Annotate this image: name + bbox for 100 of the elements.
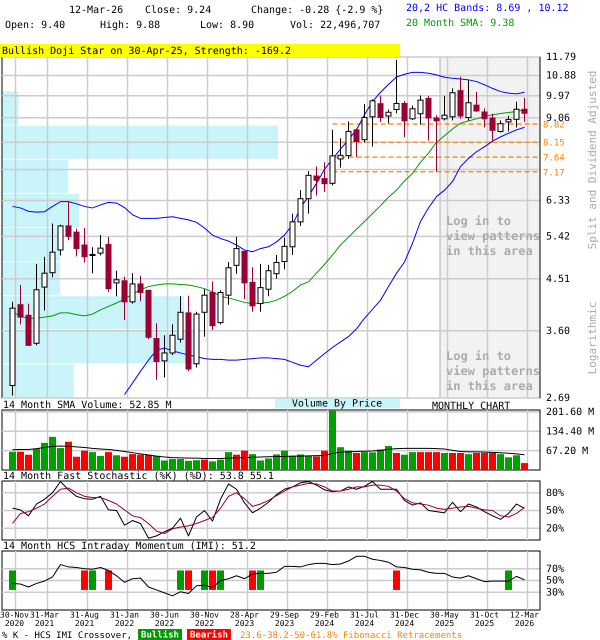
- x-tick-label: 30-May 2025: [430, 610, 460, 628]
- candlestick: [50, 223, 56, 278]
- y-tick-label: 4.51: [546, 274, 570, 285]
- candlestick: [170, 324, 176, 356]
- bar: [353, 452, 360, 470]
- candlestick: [114, 270, 120, 297]
- candlestick: [122, 276, 128, 321]
- chart-title: 14 Month HCS Intraday Momentum (IMI): 51.2: [3, 541, 256, 552]
- candlestick: [58, 224, 64, 256]
- y-tick-label: 134.40 M: [546, 426, 594, 438]
- bar: [113, 455, 120, 470]
- candlestick: [258, 263, 264, 312]
- text: 20 Month SMA: 9.38: [406, 18, 514, 29]
- y-tick-label: 2.69: [546, 393, 570, 404]
- candlestick: [378, 94, 384, 122]
- y-tick-label: 50%: [546, 506, 564, 517]
- candlestick: [130, 272, 136, 304]
- candlestick: [234, 236, 240, 274]
- legend-title: % K - HCS IMI Crossover,: [2, 631, 132, 640]
- bar: [465, 454, 472, 470]
- candlestick: [474, 91, 480, 112]
- y-tick-label: 10.88: [546, 70, 576, 82]
- text: Vol: 22,496,707: [290, 20, 380, 31]
- y-tick-label: 30%: [546, 588, 564, 598]
- line-series: [12, 446, 525, 459]
- text: 12-Mar-26: [69, 5, 124, 16]
- bar: [521, 463, 528, 470]
- candlestick: [306, 170, 312, 214]
- y-tick-label: 50%: [546, 576, 564, 587]
- candlestick: [434, 114, 440, 172]
- text: Open: 9.40: [5, 20, 66, 31]
- x-tick-label: 29-Sep 2023: [270, 610, 300, 628]
- candlestick: [442, 95, 448, 121]
- candlestick: [514, 101, 520, 128]
- candlestick: [410, 105, 416, 121]
- text: 23.6-38.2-50-61.8% Fibonacci Retracements: [240, 631, 462, 640]
- ref-line-label: 7.64: [543, 154, 565, 164]
- y-tick-label: 3.60: [546, 326, 570, 337]
- bar: [393, 452, 400, 470]
- chart-title: 14 Month SMA Volume: 52.85 M: [3, 400, 172, 411]
- annotation: Log in to view patterns in this area: [446, 214, 540, 258]
- candlestick: [138, 275, 144, 302]
- candlestick: [154, 322, 160, 380]
- candlestick: [426, 95, 432, 142]
- text: High: 9.88: [100, 20, 160, 31]
- candlestick: [354, 128, 360, 158]
- x-tick-label: 30-Nov 2022: [190, 610, 220, 628]
- annotation: Bullish Doji Star on 30-Apr-25, Strength: -169.2: [2, 46, 291, 57]
- candlestick: [18, 284, 24, 325]
- candlestick: [418, 94, 424, 126]
- text: Change: -0.28 {-2.9 %}: [251, 5, 384, 16]
- y-tick-label: 201.60 M: [546, 407, 594, 418]
- candlestick: [298, 190, 304, 226]
- x-tick-label: 30-Jun 2022: [150, 610, 180, 628]
- candlestick: [322, 162, 328, 192]
- candlestick: [506, 116, 512, 132]
- y-tick-label: 70%: [546, 564, 564, 575]
- y-tick-label: 67.20 M: [546, 446, 588, 457]
- x-tick-label: 12-Mar 2026: [510, 610, 540, 628]
- x-tick-label: 31-Jan 2022: [110, 610, 140, 628]
- bar: [9, 452, 16, 470]
- candlestick: [202, 288, 208, 338]
- candlestick: [66, 201, 72, 241]
- x-tick-label: 31-Aug 2021: [70, 610, 100, 628]
- text: Low: 8.90: [200, 20, 254, 31]
- y-tick-label: 9.97: [546, 90, 570, 102]
- text: Split and Dividend Adjusted: [586, 70, 599, 250]
- candlestick: [266, 264, 272, 297]
- candlestick: [162, 334, 168, 378]
- y-tick-label: 6.33: [546, 196, 570, 207]
- candlestick: [42, 256, 48, 312]
- candlestick: [282, 237, 288, 270]
- candlestick: [370, 98, 376, 147]
- candlestick: [274, 254, 280, 280]
- bar: [441, 452, 448, 470]
- candlestick: [314, 166, 320, 196]
- ref-line-label: 8.15: [543, 138, 565, 149]
- candlestick: [394, 59, 400, 114]
- x-tick-label: 31-Jul 2024: [350, 610, 380, 628]
- x-tick-label: 30-Nov 2020: [0, 610, 30, 628]
- x-tick-label: 31-Oct 2025: [470, 610, 500, 628]
- x-tick-label: 31-Mar 2021: [30, 610, 60, 628]
- annotation: Log in to view patterns in this area: [446, 349, 540, 393]
- chart-title: 14 Month Fast Stochastic (%K) (%D): 53.8 55.1: [3, 471, 274, 482]
- candlestick: [90, 246, 96, 274]
- y-tick-label: 80%: [546, 488, 564, 499]
- line-series: [12, 556, 525, 596]
- x-tick-label: 28-Apr 2023: [230, 610, 260, 628]
- x-tick-label: 29-Feb 2024: [310, 610, 340, 628]
- candlestick: [250, 266, 256, 312]
- annotation: MONTHLY CHART: [432, 401, 510, 412]
- candlestick: [98, 234, 104, 256]
- text: Close: 9.24: [145, 5, 212, 16]
- text: Volume By Price: [292, 398, 382, 410]
- text: Bullish: [141, 630, 179, 640]
- y-tick-label: 5.42: [546, 232, 570, 243]
- y-tick-label: 11.79: [546, 52, 576, 64]
- candlestick: [466, 80, 472, 121]
- x-tick-label: 31-Dec 2024: [390, 610, 420, 628]
- candlestick: [74, 228, 80, 257]
